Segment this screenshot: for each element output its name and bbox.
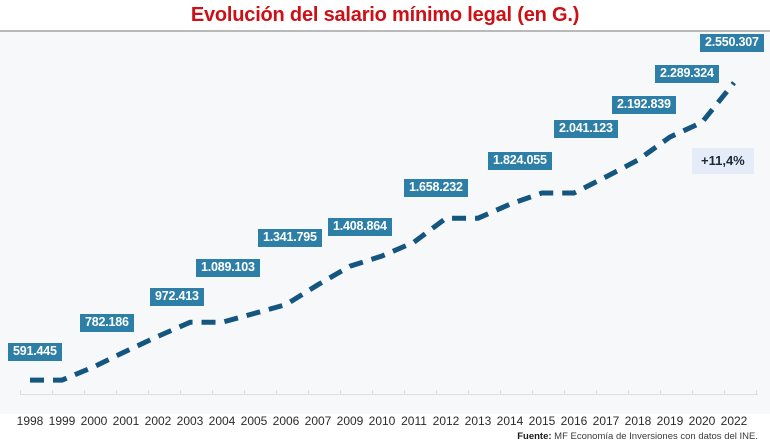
x-axis-label: 2011 [401,414,427,428]
chart-title-bar: Evolución del salario mínimo legal (en G… [0,0,770,30]
value-label: 1.658.232 [404,179,468,197]
x-axis-tick [596,390,597,395]
x-axis-label: 1998 [16,414,44,428]
source-note-text: MF Economía de Inversiones con datos del… [551,431,758,442]
x-axis-tick [532,390,533,395]
x-axis-label: 2015 [528,414,556,428]
x-axis-tick [660,390,661,395]
title-divider [0,30,770,32]
value-label: 1.408.864 [328,218,392,236]
value-label: 1.341.795 [258,229,322,247]
x-axis-tick [340,390,341,395]
value-label: 2.041.123 [554,120,618,138]
value-label: 1.824.055 [488,152,552,170]
x-axis-tick [724,390,725,395]
x-axis-label: 2017 [592,414,620,428]
x-axis-tick [116,390,117,395]
x-axis-label: 2002 [144,414,172,428]
x-axis-tick [372,390,373,395]
value-label: 2.289.324 [655,65,719,83]
x-axis-label: 2010 [368,414,396,428]
x-axis-tick [628,390,629,395]
value-label: 1.089.103 [196,259,260,277]
x-axis-label: 2022 [720,414,748,428]
x-axis-tick [564,390,565,395]
x-axis-tick [308,390,309,395]
page-title: Evolución del salario mínimo legal (en G… [190,3,580,26]
x-axis-tick [52,390,53,395]
x-axis-line [20,394,758,395]
x-axis-label: 2004 [208,414,236,428]
value-label: 972.413 [150,288,204,306]
x-axis-tick [180,390,181,395]
x-axis-tick [276,390,277,395]
growth-badge: +11,4% [692,148,754,174]
x-axis-label: 2018 [624,414,652,428]
x-axis-tick [436,390,437,395]
x-axis-label-group: 1998 1999 2000 2001 2002 2003 2004 2005 2006 2007… [0,414,770,430]
x-axis-label: 2013 [464,414,492,428]
x-axis-tick [468,390,469,395]
x-axis-label: 2012 [432,414,460,428]
source-note: Fuente: MF Economía de Inversiones con d… [517,431,758,442]
x-axis-label: 2005 [240,414,268,428]
x-axis-label: 2014 [496,414,524,428]
value-label: 782.186 [80,314,134,332]
value-label: 2.192.839 [612,96,676,114]
x-axis-tick [84,390,85,395]
x-axis-label: 2001 [112,414,140,428]
x-axis-tick [404,390,405,395]
x-axis-label: 2006 [272,414,300,428]
x-axis-label: 2009 [336,414,364,428]
x-axis-tick [148,390,149,395]
x-axis-tick [500,390,501,395]
x-axis-label: 2020 [688,414,716,428]
source-note-prefix: Fuente: [517,431,552,442]
value-label: 2.550.307 [700,34,764,52]
value-label: 591.445 [8,343,62,361]
x-axis-tick [692,390,693,395]
x-axis-tick [244,390,245,395]
x-axis-label: 2003 [176,414,204,428]
x-axis-label: 2019 [656,414,684,428]
x-axis-label: 2000 [80,414,108,428]
x-axis-label: 1999 [48,414,76,428]
x-axis-label: 2007 [304,414,332,428]
x-axis-tick [212,390,213,395]
x-axis-tick [20,390,21,395]
x-axis-label: 2016 [560,414,588,428]
x-axis-tick [756,390,757,395]
